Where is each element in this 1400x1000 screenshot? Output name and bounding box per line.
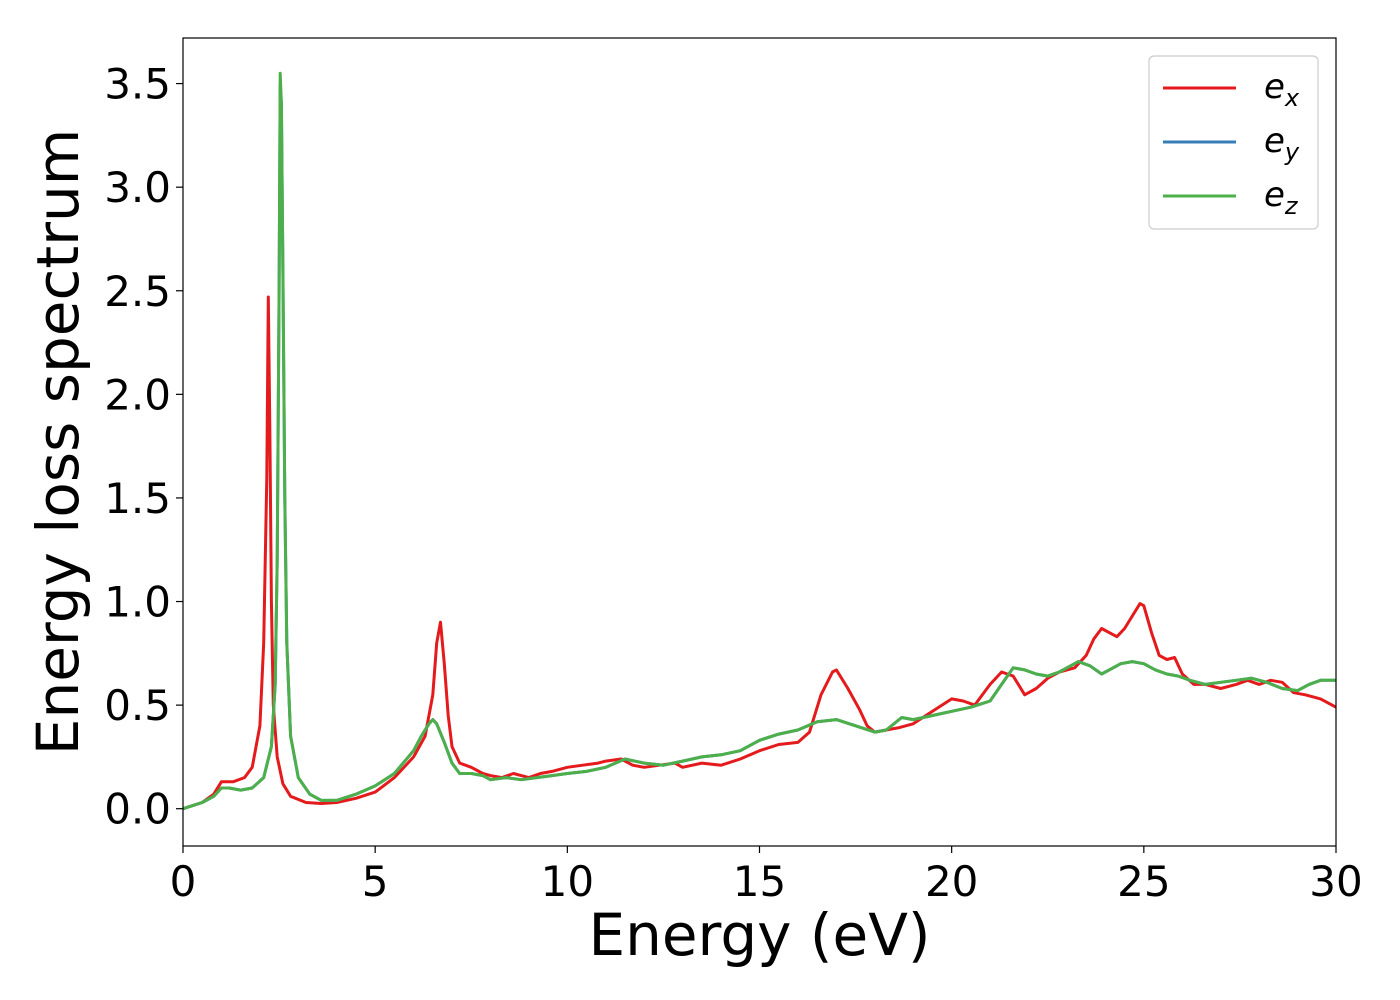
legend-label-y: ey	[1264, 121, 1300, 166]
y-tick-label: 1.0	[104, 578, 171, 627]
x-tick-label: 0	[170, 857, 197, 906]
y-tick-label: 2.5	[104, 267, 171, 316]
x-tick-label: 15	[733, 857, 786, 906]
y-tick-label: 1.5	[104, 474, 171, 523]
x-axis-label: Energy (eV)	[588, 901, 930, 969]
y-axis-label: Energy loss spectrum	[24, 129, 92, 755]
legend-label-base: e	[1264, 67, 1285, 107]
legend-label-subscript: z	[1284, 192, 1299, 220]
y-tick-label: 0.5	[104, 681, 171, 730]
legend-label-x: ex	[1264, 67, 1300, 112]
x-tick-label: 25	[1117, 857, 1170, 906]
x-axis-ticks: 0 5 10 15 20 25 30	[170, 846, 1363, 906]
x-tick-label: 30	[1309, 857, 1362, 906]
series-layer	[183, 71, 1336, 811]
legend-label-base: e	[1264, 175, 1285, 215]
legend-label-base: e	[1264, 121, 1285, 161]
x-tick-label: 5	[362, 857, 389, 906]
y-tick-label: 3.0	[104, 163, 171, 212]
x-tick-label: 10	[541, 857, 594, 906]
legend-label-subscript: y	[1284, 138, 1300, 166]
y-axis-ticks: 0.0 0.5 1.0 1.5 2.0 2.5 3.0 3.5	[104, 60, 183, 834]
legend-label-z: ez	[1264, 175, 1299, 220]
series-line-x	[183, 295, 1336, 811]
legend-label-subscript: x	[1284, 84, 1300, 112]
y-tick-label: 0.0	[104, 785, 171, 834]
x-tick-label: 20	[925, 857, 978, 906]
series-line-z	[183, 71, 1336, 811]
y-tick-label: 2.0	[104, 370, 171, 419]
y-tick-label: 3.5	[104, 60, 171, 109]
